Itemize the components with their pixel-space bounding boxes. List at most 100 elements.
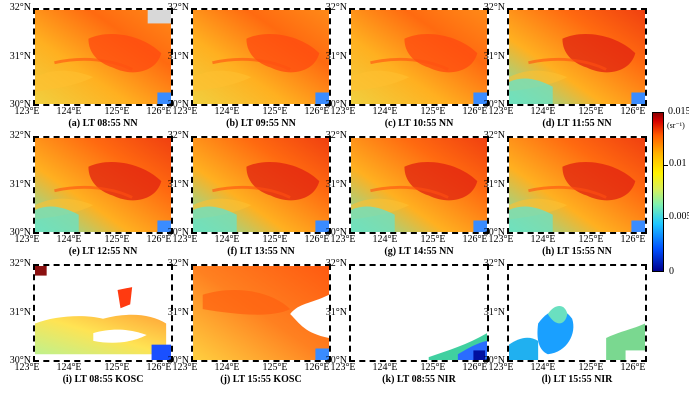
longitude-label: 124°E <box>56 234 82 245</box>
latitude-label: 30°N <box>483 355 505 366</box>
map-frame <box>507 264 647 362</box>
latitude-label: 32°N <box>325 258 347 269</box>
colorbar-max-label: 0.015 <box>668 106 689 117</box>
panel-caption: (f) LT 13:55 NN <box>227 246 295 257</box>
panel-caption: (d) LT 11:55 NN <box>542 118 612 129</box>
latitude-label: 31°N <box>325 179 347 190</box>
map-image <box>35 138 171 232</box>
longitude-label: 124°E <box>530 362 556 373</box>
longitude-label: 125°E <box>104 106 130 117</box>
latitude-label: 32°N <box>325 2 347 13</box>
map-frame <box>191 264 331 362</box>
colorbar-tick <box>664 165 668 166</box>
longitude-label: 126°E <box>146 234 172 245</box>
longitude-label: 123°E <box>14 106 40 117</box>
longitude-label: 125°E <box>262 106 288 117</box>
latitude-label: 32°N <box>9 130 31 141</box>
map-image <box>35 266 171 360</box>
longitude-label: 123°E <box>488 234 514 245</box>
map-image <box>428 333 487 360</box>
latitude-label: 31°N <box>483 51 505 62</box>
latitude-label: 30°N <box>325 99 347 110</box>
panel-caption: (a) LT 08:55 NN <box>68 118 138 129</box>
latitude-label: 31°N <box>167 307 189 318</box>
longitude-label: 126°E <box>304 234 330 245</box>
latitude-label: 32°N <box>167 2 189 13</box>
latitude-label: 30°N <box>9 355 31 366</box>
colorbar-tick-label: 0.01 <box>669 158 687 169</box>
map-image <box>509 306 645 360</box>
longitude-label: 123°E <box>172 234 198 245</box>
longitude-label: 125°E <box>104 362 130 373</box>
longitude-label: 124°E <box>214 362 240 373</box>
longitude-label: 123°E <box>172 362 198 373</box>
longitude-label: 123°E <box>330 234 356 245</box>
latitude-label: 31°N <box>167 51 189 62</box>
longitude-label: 124°E <box>214 106 240 117</box>
map-frame <box>33 264 173 362</box>
longitude-label: 125°E <box>578 234 604 245</box>
longitude-label: 124°E <box>56 106 82 117</box>
longitude-label: 124°E <box>530 234 556 245</box>
panel-caption: (i) LT 08:55 KOSC <box>62 374 144 385</box>
latitude-label: 31°N <box>167 179 189 190</box>
longitude-label: 126°E <box>304 106 330 117</box>
map-panel <box>507 264 647 362</box>
latitude-label: 32°N <box>9 2 31 13</box>
longitude-label: 125°E <box>578 362 604 373</box>
map-panel <box>507 136 647 234</box>
latitude-label: 31°N <box>9 179 31 190</box>
map-panel <box>33 136 173 234</box>
longitude-label: 124°E <box>56 362 82 373</box>
longitude-label: 124°E <box>372 234 398 245</box>
latitude-label: 32°N <box>325 130 347 141</box>
longitude-label: 124°E <box>530 106 556 117</box>
latitude-label: 31°N <box>325 307 347 318</box>
longitude-label: 126°E <box>146 362 172 373</box>
latitude-label: 30°N <box>167 355 189 366</box>
panel-caption: (g) LT 14:55 NN <box>384 246 454 257</box>
longitude-label: 126°E <box>462 234 488 245</box>
longitude-label: 126°E <box>620 234 646 245</box>
map-frame <box>191 136 331 234</box>
map-frame <box>349 8 489 106</box>
map-panel <box>191 8 331 106</box>
map-frame <box>33 8 173 106</box>
panel-caption: (l) LT 15:55 NIR <box>541 374 613 385</box>
longitude-label: 126°E <box>462 106 488 117</box>
map-image <box>351 138 487 232</box>
latitude-label: 31°N <box>9 51 31 62</box>
colorbar-tick-label: 0 <box>669 266 674 277</box>
map-panel <box>349 264 489 362</box>
panel-caption: (h) LT 15:55 NN <box>542 246 612 257</box>
latitude-label: 32°N <box>483 258 505 269</box>
latitude-label: 30°N <box>9 227 31 238</box>
colorbar <box>652 112 664 272</box>
map-panel <box>191 136 331 234</box>
latitude-label: 30°N <box>483 227 505 238</box>
latitude-label: 30°N <box>167 227 189 238</box>
map-panel <box>349 136 489 234</box>
longitude-label: 125°E <box>420 106 446 117</box>
map-panel <box>33 264 173 362</box>
longitude-label: 123°E <box>330 362 356 373</box>
longitude-label: 124°E <box>214 234 240 245</box>
latitude-label: 30°N <box>9 99 31 110</box>
longitude-label: 125°E <box>104 234 130 245</box>
latitude-label: 32°N <box>167 258 189 269</box>
longitude-label: 123°E <box>330 106 356 117</box>
longitude-label: 125°E <box>262 234 288 245</box>
longitude-label: 123°E <box>488 106 514 117</box>
colorbar-tick <box>664 218 668 219</box>
map-panel <box>33 8 173 106</box>
map-frame <box>349 136 489 234</box>
map-frame <box>507 8 647 106</box>
latitude-label: 32°N <box>483 130 505 141</box>
map-image <box>35 10 171 104</box>
colorbar-unit: (sr⁻¹) <box>667 121 685 130</box>
longitude-label: 123°E <box>172 106 198 117</box>
latitude-label: 32°N <box>483 2 505 13</box>
latitude-label: 30°N <box>483 99 505 110</box>
longitude-label: 125°E <box>420 362 446 373</box>
map-frame <box>191 8 331 106</box>
